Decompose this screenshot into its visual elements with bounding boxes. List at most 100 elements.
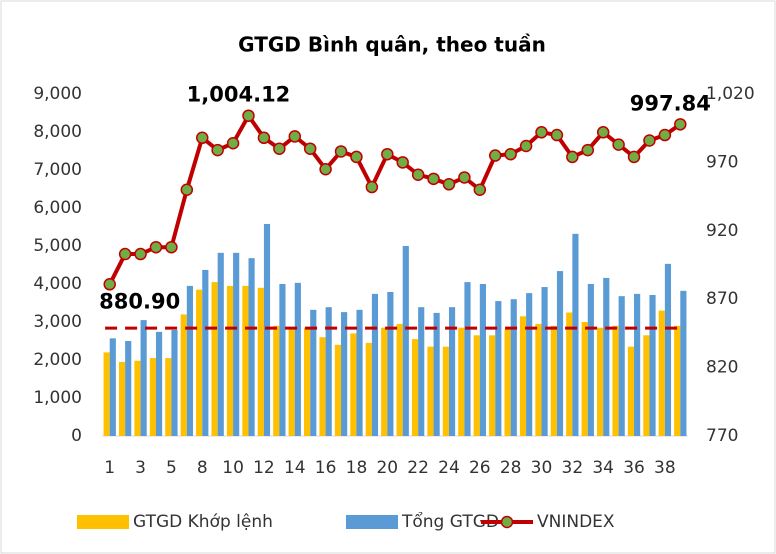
y2-tick-label: 820 [706,358,738,378]
bar [489,335,496,436]
y2-tick-label: 970 [706,152,738,172]
bar [458,327,465,436]
bar [526,293,533,436]
bar [597,327,604,436]
bar [387,291,394,436]
bar [402,246,409,436]
bar [519,316,527,436]
bar [572,233,579,436]
bar [180,314,187,436]
bar [334,344,342,436]
x-tick-label: 14 [284,458,306,478]
marker [242,109,255,122]
bar [664,263,672,436]
bar [365,342,372,436]
legend-swatch [500,515,514,529]
marker [411,168,425,181]
x-tick-label: 34 [592,458,614,478]
bar [680,290,687,436]
marker [627,150,641,164]
marker [674,118,687,131]
bar [479,284,486,436]
x-tick-label: 12 [253,458,275,478]
y2-tick-label: 920 [706,221,738,241]
marker [519,139,533,153]
bar [226,285,234,436]
marker [504,147,517,161]
data-label: 1,004.12 [187,83,291,107]
bar [495,301,502,436]
legend-swatch [346,515,398,529]
marker [427,172,440,186]
y2-tick-label: 870 [706,289,738,309]
bar [433,312,440,436]
bar [196,289,203,436]
marker [195,131,209,145]
chart-title: GTGD Bình quân, theo tuần [238,33,546,57]
marker [257,131,271,145]
bar [134,360,141,436]
bar [263,223,271,436]
bar [674,325,681,436]
bar [288,329,295,436]
bar [273,325,280,436]
marker [612,138,625,151]
bar [658,310,665,436]
data-label: 880.90 [99,289,180,313]
bar [310,309,317,436]
y2-tick-label: 1,020 [706,84,755,104]
x-tick-label: 26 [469,458,491,478]
bar [257,287,264,436]
x-tick-label: 1 [104,458,115,478]
marker [381,147,394,161]
bar [248,258,255,436]
bar [109,338,116,436]
marker [643,134,656,147]
marker [566,150,579,164]
bar [418,307,425,436]
marker [134,247,147,261]
marker [149,240,163,254]
y2-tick-label: 770 [706,426,738,446]
bar [186,285,193,436]
legend-label: VNINDEX [537,512,615,532]
bar [202,269,209,436]
bar [649,295,656,436]
bar [356,309,363,436]
marker [273,142,286,155]
bar [341,312,348,436]
marker [535,126,548,139]
y-tick-label: 2,000 [33,350,82,370]
bar [448,307,456,436]
data-label: 997.84 [630,91,711,115]
x-tick-label: 24 [438,458,460,478]
bar [211,282,218,436]
x-tick-label: 30 [531,458,553,478]
marker [303,142,317,155]
marker [488,149,502,162]
bar [140,320,147,436]
x-tick-label: 3 [135,458,146,478]
marker [458,171,471,184]
marker [596,126,610,139]
bar [304,327,311,436]
x-tick-label: 10 [222,458,244,478]
bar [510,299,517,436]
marker [180,183,194,197]
bar [381,327,388,436]
y-tick-label: 4,000 [33,274,82,294]
bar [242,285,249,436]
bar [325,307,332,436]
marker [226,136,240,150]
x-tick-label: 16 [315,458,337,478]
legend-label: Tổng GTGD [401,511,499,532]
bar [627,346,635,436]
bar [634,293,641,436]
bar [371,293,379,436]
y-tick-label: 6,000 [33,198,82,218]
y-tick-label: 1,000 [33,388,82,408]
bar [125,341,132,436]
bar [442,346,449,436]
legend-swatch [77,515,129,529]
bar [427,346,434,436]
